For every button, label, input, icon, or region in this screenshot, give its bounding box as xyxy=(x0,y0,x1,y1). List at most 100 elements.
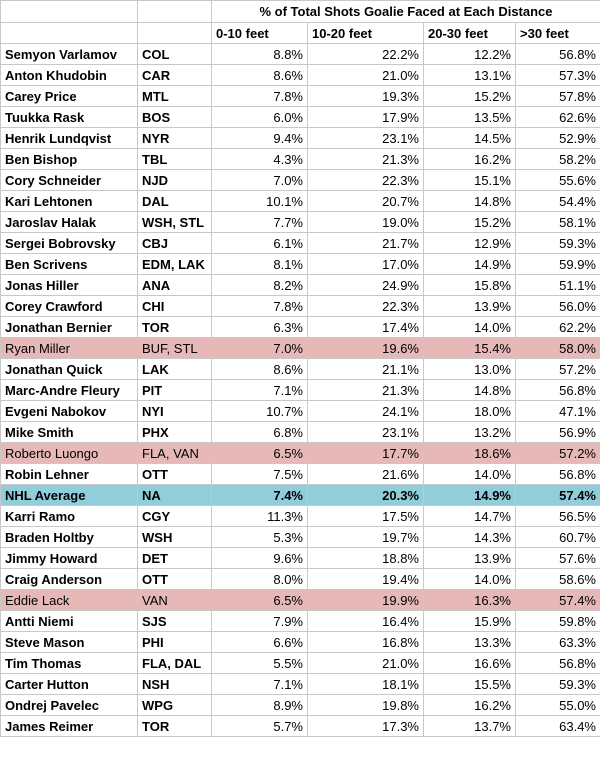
header-row-title: % of Total Shots Goalie Faced at Each Di… xyxy=(0,0,600,23)
pct-over-30-cell: 60.7% xyxy=(515,526,600,548)
pct-20-30-cell: 16.3% xyxy=(423,589,516,611)
table-row: Craig Anderson OTT 8.0% 19.4% 14.0% 58.6% xyxy=(0,568,600,590)
table-row: Braden Holtby WSH 5.3% 19.7% 14.3% 60.7% xyxy=(0,526,600,548)
goalie-name-cell: Karri Ramo xyxy=(0,505,138,527)
pct-0-10-cell: 4.3% xyxy=(211,148,308,170)
table-title: % of Total Shots Goalie Faced at Each Di… xyxy=(211,0,600,23)
pct-10-20-cell: 21.6% xyxy=(307,463,424,485)
pct-10-20-cell: 21.3% xyxy=(307,379,424,401)
pct-0-10-cell: 5.3% xyxy=(211,526,308,548)
pct-0-10-cell: 6.8% xyxy=(211,421,308,443)
pct-over-30-cell: 55.0% xyxy=(515,694,600,716)
goalie-name-cell: Ben Scrivens xyxy=(0,253,138,275)
pct-20-30-cell: 13.0% xyxy=(423,358,516,380)
pct-0-10-cell: 6.0% xyxy=(211,106,308,128)
table-row: Kari Lehtonen DAL 10.1% 20.7% 14.8% 54.4% xyxy=(0,190,600,212)
pct-20-30-cell: 14.0% xyxy=(423,316,516,338)
pct-over-30-cell: 59.8% xyxy=(515,610,600,632)
pct-0-10-cell: 7.9% xyxy=(211,610,308,632)
pct-over-30-cell: 56.8% xyxy=(515,379,600,401)
pct-10-20-cell: 18.8% xyxy=(307,547,424,569)
team-cell: COL xyxy=(137,43,212,65)
pct-0-10-cell: 10.7% xyxy=(211,400,308,422)
goalie-name-cell: Jonas Hiller xyxy=(0,274,138,296)
pct-0-10-cell: 11.3% xyxy=(211,505,308,527)
pct-20-30-cell: 14.8% xyxy=(423,190,516,212)
team-cell: EDM, LAK xyxy=(137,253,212,275)
team-cell: NA xyxy=(137,484,212,506)
team-cell: PIT xyxy=(137,379,212,401)
pct-over-30-cell: 56.8% xyxy=(515,652,600,674)
goalie-name-cell: Steve Mason xyxy=(0,631,138,653)
table-row: Jonathan Bernier TOR 6.3% 17.4% 14.0% 62.2% xyxy=(0,316,600,338)
table-row: Tuukka Rask BOS 6.0% 17.9% 13.5% 62.6% xyxy=(0,106,600,128)
pct-over-30-cell: 57.4% xyxy=(515,484,600,506)
pct-10-20-cell: 19.8% xyxy=(307,694,424,716)
pct-10-20-cell: 17.4% xyxy=(307,316,424,338)
pct-over-30-cell: 54.4% xyxy=(515,190,600,212)
team-cell: WSH xyxy=(137,526,212,548)
pct-20-30-cell: 15.4% xyxy=(423,337,516,359)
team-cell: SJS xyxy=(137,610,212,632)
team-cell: CAR xyxy=(137,64,212,86)
pct-20-30-cell: 13.2% xyxy=(423,421,516,443)
pct-10-20-cell: 22.2% xyxy=(307,43,424,65)
pct-10-20-cell: 19.9% xyxy=(307,589,424,611)
pct-over-30-cell: 58.0% xyxy=(515,337,600,359)
team-cell: LAK xyxy=(137,358,212,380)
pct-20-30-cell: 13.5% xyxy=(423,106,516,128)
team-cell: CGY xyxy=(137,505,212,527)
pct-over-30-cell: 62.6% xyxy=(515,106,600,128)
team-cell: CBJ xyxy=(137,232,212,254)
pct-0-10-cell: 6.5% xyxy=(211,442,308,464)
pct-0-10-cell: 6.3% xyxy=(211,316,308,338)
team-cell: DAL xyxy=(137,190,212,212)
pct-over-30-cell: 55.6% xyxy=(515,169,600,191)
pct-10-20-cell: 17.7% xyxy=(307,442,424,464)
pct-10-20-cell: 23.1% xyxy=(307,421,424,443)
goalie-name-cell: Jonathan Quick xyxy=(0,358,138,380)
pct-20-30-cell: 15.2% xyxy=(423,85,516,107)
goalie-name-cell: Ryan Miller xyxy=(0,337,138,359)
pct-10-20-cell: 22.3% xyxy=(307,295,424,317)
pct-over-30-cell: 57.3% xyxy=(515,64,600,86)
pct-20-30-cell: 13.7% xyxy=(423,715,516,737)
pct-over-30-cell: 63.3% xyxy=(515,631,600,653)
goalie-name-cell: Carey Price xyxy=(0,85,138,107)
column-header-20-30: 20-30 feet xyxy=(423,22,516,44)
pct-0-10-cell: 7.5% xyxy=(211,463,308,485)
table-row: Mike Smith PHX 6.8% 23.1% 13.2% 56.9% xyxy=(0,421,600,443)
table-row: Corey Crawford CHI 7.8% 22.3% 13.9% 56.0% xyxy=(0,295,600,317)
table-row: Eddie Lack VAN 6.5% 19.9% 16.3% 57.4% xyxy=(0,589,600,611)
pct-over-30-cell: 62.2% xyxy=(515,316,600,338)
team-cell: WSH, STL xyxy=(137,211,212,233)
goalie-name-cell: Kari Lehtonen xyxy=(0,190,138,212)
team-cell: WPG xyxy=(137,694,212,716)
pct-20-30-cell: 14.0% xyxy=(423,463,516,485)
goalie-name-cell: Tuukka Rask xyxy=(0,106,138,128)
goalie-name-cell: Jonathan Bernier xyxy=(0,316,138,338)
pct-10-20-cell: 17.9% xyxy=(307,106,424,128)
pct-0-10-cell: 10.1% xyxy=(211,190,308,212)
pct-10-20-cell: 19.4% xyxy=(307,568,424,590)
team-cell: CHI xyxy=(137,295,212,317)
pct-over-30-cell: 59.3% xyxy=(515,232,600,254)
pct-10-20-cell: 21.0% xyxy=(307,652,424,674)
pct-20-30-cell: 16.2% xyxy=(423,148,516,170)
pct-20-30-cell: 13.9% xyxy=(423,547,516,569)
pct-0-10-cell: 8.2% xyxy=(211,274,308,296)
pct-10-20-cell: 21.7% xyxy=(307,232,424,254)
pct-0-10-cell: 9.6% xyxy=(211,547,308,569)
goalie-name-cell: Ben Bishop xyxy=(0,148,138,170)
table-row: Antti Niemi SJS 7.9% 16.4% 15.9% 59.8% xyxy=(0,610,600,632)
goalie-name-cell: Antti Niemi xyxy=(0,610,138,632)
table-row: Anton Khudobin CAR 8.6% 21.0% 13.1% 57.3% xyxy=(0,64,600,86)
pct-10-20-cell: 16.4% xyxy=(307,610,424,632)
pct-over-30-cell: 57.4% xyxy=(515,589,600,611)
pct-20-30-cell: 18.0% xyxy=(423,400,516,422)
table-row: Evgeni Nabokov NYI 10.7% 24.1% 18.0% 47.1% xyxy=(0,400,600,422)
pct-0-10-cell: 7.8% xyxy=(211,85,308,107)
team-cell: VAN xyxy=(137,589,212,611)
pct-10-20-cell: 21.1% xyxy=(307,358,424,380)
pct-over-30-cell: 57.6% xyxy=(515,547,600,569)
